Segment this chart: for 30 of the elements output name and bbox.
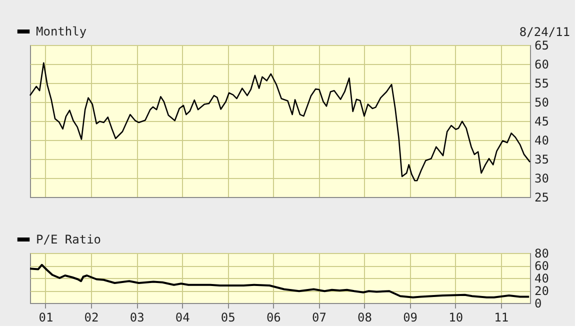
- x-tick-label: 11: [494, 310, 509, 324]
- x-tick-label: 08: [358, 310, 372, 324]
- x-tick-label: 06: [266, 310, 281, 324]
- y-tick-label: 0: [534, 296, 542, 310]
- x-tick-label: 02: [84, 310, 99, 324]
- x-tick-label: 09: [403, 310, 418, 324]
- x-tick-label: 01: [38, 310, 54, 324]
- y-tick-label: 40: [534, 134, 549, 148]
- y-tick-label: 50: [534, 96, 549, 110]
- y-tick-label: 60: [534, 259, 549, 273]
- y-tick-label: 60: [534, 58, 549, 72]
- x-tick-label: 05: [220, 310, 236, 324]
- y-tick-label: 65: [534, 38, 549, 52]
- y-tick-label: 45: [534, 114, 549, 128]
- x-tick-label: 03: [130, 310, 144, 324]
- line-series: [29, 62, 531, 182]
- y-tick-label: 25: [534, 190, 549, 204]
- text: 8/24/11: [519, 25, 570, 39]
- y-tick-label: 55: [534, 76, 549, 90]
- x-tick-label: 10: [448, 310, 464, 324]
- legend-label: P/E Ratio: [36, 232, 102, 246]
- y-tick-label: 20: [534, 284, 549, 298]
- x-tick-label: 07: [312, 310, 326, 324]
- legend-label: Monthly: [36, 24, 87, 38]
- y-tick-label: 40: [534, 272, 549, 286]
- y-tick-label: 30: [534, 172, 549, 186]
- line-series: [29, 264, 530, 298]
- y-tick-label: 35: [534, 152, 549, 166]
- y-tick-label: 80: [534, 246, 549, 260]
- x-tick-label: 04: [175, 310, 190, 324]
